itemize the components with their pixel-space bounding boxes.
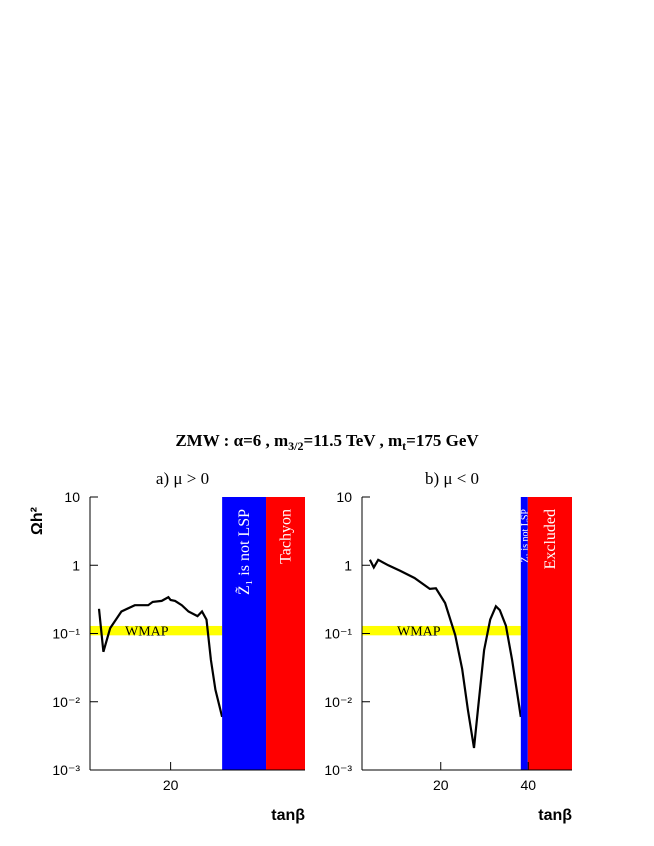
panel-title: a) μ > 0 bbox=[156, 469, 209, 488]
y-tick-label: 10⁻² bbox=[52, 694, 80, 710]
region-label: Z̃₁ is not LSP bbox=[235, 509, 253, 595]
y-tick-label: 10⁻² bbox=[324, 694, 352, 710]
y-tick-label: 10⁻¹ bbox=[52, 626, 80, 642]
wmap-label: WMAP bbox=[125, 625, 169, 640]
excluded-region bbox=[527, 497, 572, 770]
y-tick-label: 10 bbox=[64, 489, 80, 505]
y-axis-label: Ωh² bbox=[29, 507, 46, 535]
x-tick-label: 40 bbox=[520, 777, 536, 793]
x-axis-label: tanβ bbox=[538, 807, 572, 824]
excluded-region bbox=[520, 497, 528, 770]
title-part: =11.5 TeV , m bbox=[304, 431, 403, 450]
data-line bbox=[97, 595, 224, 718]
x-axis-label: tanβ bbox=[271, 807, 305, 824]
title-subscript: t bbox=[402, 439, 406, 453]
title-part: ZMW : α=6 , m bbox=[175, 431, 288, 450]
region-label: Tachyon bbox=[278, 509, 295, 564]
wmap-band bbox=[90, 625, 223, 636]
y-tick-label: 10⁻³ bbox=[324, 762, 352, 778]
title-subscript: 3/2 bbox=[288, 439, 303, 453]
x-tick-label: 20 bbox=[163, 777, 179, 793]
y-tick-label: 10⁻³ bbox=[52, 762, 80, 778]
wmap-label: WMAP bbox=[397, 625, 441, 640]
region-label: Excluded bbox=[542, 509, 559, 569]
x-tick-label: 20 bbox=[433, 777, 449, 793]
y-tick-label: 1 bbox=[344, 557, 352, 573]
y-tick-label: 1 bbox=[72, 557, 80, 573]
y-tick-label: 10 bbox=[336, 489, 352, 505]
panel-title: b) μ < 0 bbox=[425, 469, 479, 488]
data-line bbox=[368, 558, 522, 749]
wmap-band bbox=[362, 625, 521, 636]
title-part: =175 GeV bbox=[406, 431, 479, 450]
region-label: Z̃₁ is not LSP bbox=[518, 509, 531, 563]
y-tick-label: 10⁻¹ bbox=[324, 626, 352, 642]
excluded-region bbox=[266, 497, 305, 770]
excluded-region bbox=[222, 497, 267, 770]
figure-title: ZMW : α=6 , m3/2=11.5 TeV , mt=175 GeV bbox=[175, 431, 479, 453]
